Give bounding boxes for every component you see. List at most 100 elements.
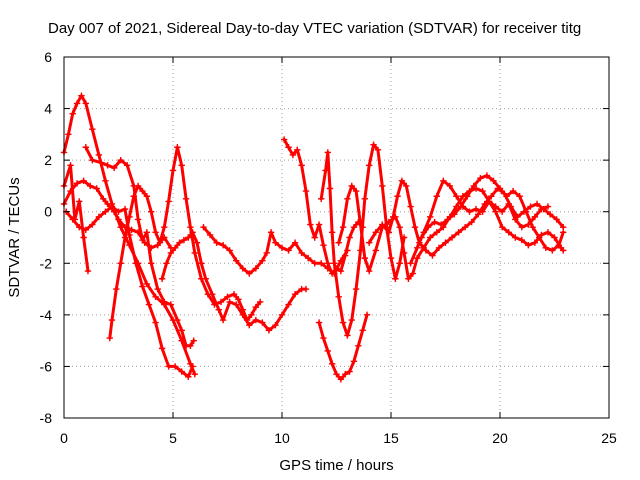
data-point bbox=[466, 208, 473, 215]
data-point bbox=[202, 275, 209, 282]
data-point bbox=[104, 200, 111, 208]
data-point bbox=[366, 267, 373, 275]
data-point bbox=[411, 223, 419, 231]
series-trace bbox=[282, 138, 365, 276]
data-point bbox=[470, 182, 478, 190]
data-point bbox=[82, 100, 89, 107]
data-point bbox=[233, 301, 240, 308]
data-point bbox=[479, 187, 486, 195]
data-point bbox=[161, 223, 168, 231]
data-point bbox=[217, 298, 225, 306]
data-point bbox=[405, 275, 412, 282]
y-tick-label: 0 bbox=[44, 204, 52, 220]
data-point bbox=[67, 187, 74, 195]
data-point bbox=[148, 260, 155, 267]
y-tick-label: -8 bbox=[40, 410, 53, 426]
data-point bbox=[346, 368, 353, 375]
data-point bbox=[104, 162, 111, 169]
data-point bbox=[403, 182, 410, 190]
data-point bbox=[433, 193, 440, 200]
data-point bbox=[259, 257, 266, 264]
data-point bbox=[475, 211, 482, 218]
data-point bbox=[527, 203, 534, 210]
data-point bbox=[219, 242, 227, 249]
series-track-7 bbox=[158, 229, 310, 334]
x-tick-label: 25 bbox=[601, 430, 617, 446]
data-point bbox=[139, 187, 146, 195]
data-point bbox=[95, 151, 103, 159]
data-point bbox=[435, 244, 443, 252]
data-point bbox=[490, 177, 497, 184]
data-point bbox=[498, 208, 506, 215]
series-trace bbox=[409, 179, 550, 265]
data-point bbox=[366, 162, 373, 169]
data-point bbox=[252, 265, 260, 272]
data-point bbox=[427, 213, 434, 221]
data-point bbox=[224, 293, 231, 301]
data-point bbox=[451, 211, 458, 218]
data-point bbox=[76, 198, 83, 205]
data-point bbox=[291, 239, 299, 246]
data-point bbox=[455, 229, 462, 236]
data-point bbox=[246, 321, 253, 329]
data-point bbox=[512, 234, 519, 241]
data-point bbox=[174, 144, 181, 151]
data-point bbox=[178, 368, 185, 375]
data-point bbox=[73, 180, 81, 187]
data-point bbox=[143, 193, 151, 200]
data-point bbox=[80, 177, 87, 184]
data-point bbox=[337, 267, 345, 275]
data-point bbox=[372, 247, 379, 254]
data-point bbox=[427, 234, 434, 241]
data-point bbox=[189, 229, 196, 236]
data-point bbox=[348, 316, 355, 324]
data-point bbox=[115, 208, 122, 215]
data-point bbox=[342, 370, 349, 378]
data-point bbox=[318, 195, 325, 203]
data-point bbox=[213, 239, 220, 246]
data-point bbox=[65, 131, 72, 138]
data-point bbox=[152, 319, 159, 326]
data-point bbox=[180, 236, 188, 244]
data-point bbox=[215, 306, 222, 313]
data-point bbox=[525, 242, 532, 249]
x-tick-label: 10 bbox=[274, 430, 290, 446]
series-trace bbox=[420, 174, 565, 252]
data-point bbox=[143, 280, 151, 288]
data-point bbox=[542, 244, 549, 252]
data-point bbox=[130, 193, 137, 200]
data-point bbox=[328, 229, 336, 236]
data-point bbox=[167, 301, 175, 308]
data-point bbox=[73, 100, 81, 107]
data-point bbox=[182, 195, 190, 203]
data-point bbox=[440, 177, 447, 184]
data-point bbox=[339, 223, 347, 231]
data-point bbox=[331, 260, 338, 267]
data-point bbox=[78, 92, 85, 99]
y-tick-label: -6 bbox=[40, 358, 53, 374]
x-tick-label: 20 bbox=[492, 430, 508, 446]
data-point bbox=[335, 293, 342, 301]
data-point bbox=[392, 275, 399, 282]
axis-ticks: 0 5 10 15 20 25 -8 -6 -4 -2 0 2 4 6 bbox=[40, 49, 617, 446]
data-point bbox=[185, 234, 192, 241]
data-point bbox=[413, 254, 421, 262]
data-point bbox=[239, 265, 246, 272]
data-point bbox=[239, 311, 246, 319]
data-point bbox=[167, 249, 175, 257]
data-point bbox=[190, 337, 197, 344]
data-point bbox=[512, 216, 519, 223]
data-point bbox=[209, 291, 216, 298]
data-point bbox=[560, 247, 567, 254]
data-point bbox=[407, 203, 414, 210]
data-point bbox=[464, 193, 471, 200]
data-point bbox=[359, 327, 366, 334]
data-point bbox=[437, 221, 445, 228]
data-point bbox=[461, 223, 469, 231]
series-track-15 bbox=[418, 172, 567, 254]
data-point bbox=[265, 327, 273, 334]
data-point bbox=[280, 136, 288, 143]
data-point bbox=[328, 360, 336, 368]
data-point bbox=[165, 363, 172, 370]
series-trace bbox=[337, 184, 565, 281]
